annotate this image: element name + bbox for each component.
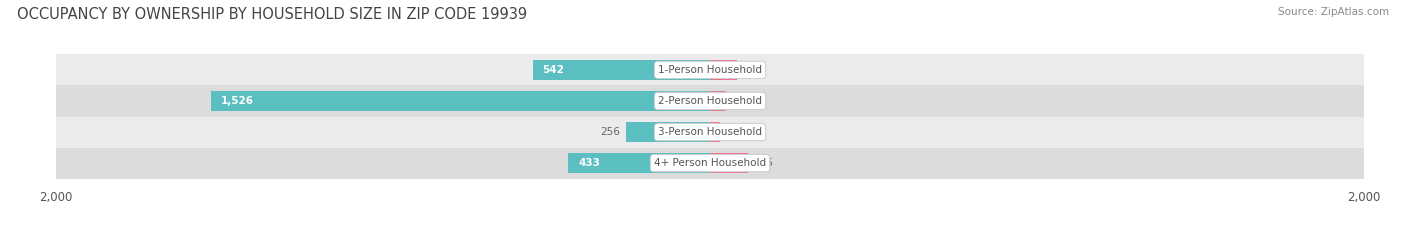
Text: OCCUPANCY BY OWNERSHIP BY HOUSEHOLD SIZE IN ZIP CODE 19939: OCCUPANCY BY OWNERSHIP BY HOUSEHOLD SIZE…	[17, 7, 527, 22]
Text: 84: 84	[744, 65, 758, 75]
Bar	[626, 122, 710, 142]
Text: Source: ZipAtlas.com: Source: ZipAtlas.com	[1278, 7, 1389, 17]
Bar	[710, 122, 720, 142]
Text: 1,526: 1,526	[221, 96, 254, 106]
Bar	[568, 154, 710, 173]
Bar	[56, 54, 1364, 86]
Text: 115: 115	[754, 158, 775, 168]
Bar	[211, 91, 710, 111]
Text: 433: 433	[578, 158, 600, 168]
Text: 2-Person Household: 2-Person Household	[658, 96, 762, 106]
Bar	[56, 116, 1364, 147]
Text: 3-Person Household: 3-Person Household	[658, 127, 762, 137]
Text: 1-Person Household: 1-Person Household	[658, 65, 762, 75]
Text: 256: 256	[600, 127, 620, 137]
Text: 542: 542	[543, 65, 565, 75]
Text: 4+ Person Household: 4+ Person Household	[654, 158, 766, 168]
Text: 29: 29	[725, 127, 740, 137]
Bar	[710, 60, 738, 79]
Bar	[56, 147, 1364, 179]
Bar	[710, 91, 727, 111]
Bar	[533, 60, 710, 79]
Bar	[56, 86, 1364, 116]
Text: 50: 50	[733, 96, 747, 106]
Bar	[710, 154, 748, 173]
